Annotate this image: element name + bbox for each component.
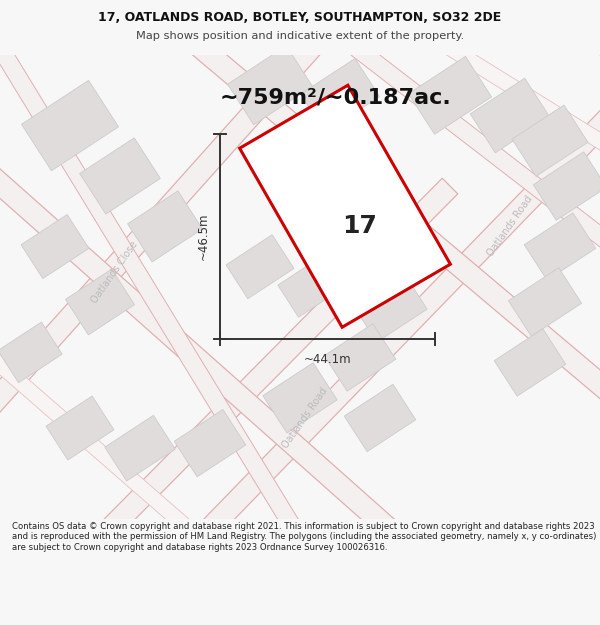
Polygon shape	[497, 0, 600, 71]
Polygon shape	[0, 322, 62, 382]
Polygon shape	[353, 272, 427, 342]
Text: Oatlands Road: Oatlands Road	[280, 386, 329, 450]
Text: ~44.1m: ~44.1m	[304, 353, 352, 366]
Polygon shape	[533, 152, 600, 220]
Text: ~759m²/~0.187ac.: ~759m²/~0.187ac.	[219, 88, 451, 108]
Polygon shape	[80, 138, 160, 214]
Polygon shape	[46, 396, 114, 460]
Polygon shape	[22, 81, 119, 171]
Polygon shape	[278, 256, 342, 318]
Text: Oatlands Road: Oatlands Road	[485, 194, 535, 259]
Polygon shape	[301, 59, 380, 132]
Polygon shape	[263, 362, 337, 433]
Polygon shape	[227, 46, 313, 125]
Polygon shape	[0, 158, 407, 548]
Polygon shape	[105, 416, 175, 481]
Text: Oatlands Close: Oatlands Close	[90, 239, 140, 304]
Polygon shape	[524, 213, 596, 280]
Polygon shape	[512, 105, 588, 176]
Polygon shape	[409, 56, 491, 134]
Polygon shape	[508, 268, 581, 336]
Text: 17, OATLANDS ROAD, BOTLEY, SOUTHAMPTON, SO32 2DE: 17, OATLANDS ROAD, BOTLEY, SOUTHAMPTON, …	[98, 11, 502, 24]
Polygon shape	[324, 324, 396, 391]
Polygon shape	[192, 78, 600, 547]
Polygon shape	[65, 269, 134, 335]
Text: 17: 17	[343, 214, 377, 238]
Polygon shape	[239, 85, 451, 328]
Polygon shape	[226, 235, 294, 299]
Polygon shape	[344, 384, 416, 452]
Polygon shape	[21, 214, 89, 279]
Polygon shape	[376, 0, 600, 173]
Text: Map shows position and indicative extent of the property.: Map shows position and indicative extent…	[136, 31, 464, 41]
Polygon shape	[494, 329, 566, 396]
Polygon shape	[0, 341, 205, 545]
Text: ~46.5m: ~46.5m	[197, 213, 210, 260]
Polygon shape	[92, 178, 458, 547]
Polygon shape	[128, 191, 202, 262]
Polygon shape	[143, 0, 600, 426]
Polygon shape	[470, 78, 550, 152]
Polygon shape	[295, 0, 600, 274]
Text: Contains OS data © Crown copyright and database right 2021. This information is : Contains OS data © Crown copyright and d…	[12, 522, 596, 552]
Polygon shape	[0, 10, 307, 544]
Polygon shape	[174, 409, 246, 477]
Polygon shape	[0, 0, 358, 426]
